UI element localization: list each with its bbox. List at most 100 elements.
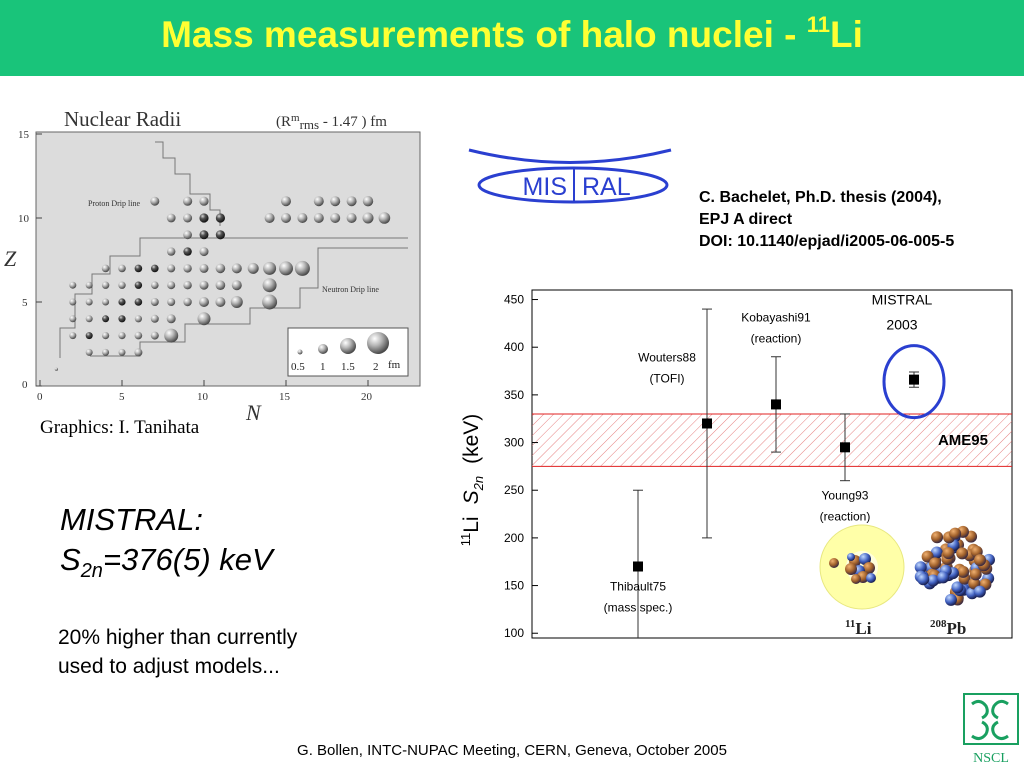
legend-value: 1.5 [341, 361, 355, 373]
y-tick: 10 [18, 213, 30, 225]
title-element: Li [830, 14, 863, 55]
nuclide-ball [69, 281, 77, 289]
footer: G. Bollen, INTC-NUPAC Meeting, CERN, Gen… [297, 742, 727, 759]
nuclide-ball [313, 196, 324, 207]
nuclide-ball [85, 298, 93, 306]
nucleon [931, 531, 944, 544]
nucleon [951, 581, 964, 594]
nucleon [929, 557, 942, 570]
nuclide-ball [69, 298, 77, 306]
nuclide-ball [150, 331, 159, 340]
legend-value: 0.5 [291, 361, 305, 373]
z-axis-label: Z [4, 246, 17, 271]
nuclide-ball [54, 367, 59, 371]
title-sup: 11 [806, 12, 830, 37]
mistral-logo: MIS RAL [468, 148, 672, 204]
nuclear-radii-figure: 15 10 5 0 0 5 10 15 20 Nuclear Radii (Rm… [4, 107, 421, 425]
legend-unit: fm [388, 359, 401, 371]
nuclide-ball [199, 213, 209, 223]
nuclide-ball [215, 280, 226, 290]
nuclide-ball [118, 348, 126, 356]
mistral-result: MISTRAL: S2n=376(5) keV [60, 500, 273, 591]
nucleon [914, 561, 927, 574]
li11-core [845, 553, 876, 584]
radii-title: Nuclear Radii [64, 107, 181, 131]
y-tick-label: 150 [504, 579, 524, 593]
y-tick-label: 350 [504, 388, 524, 402]
x-tick: 5 [119, 391, 125, 403]
nuclide-ball [215, 230, 225, 240]
result-value: S2n=376(5) keV [60, 542, 273, 583]
nuclide-ball [215, 263, 226, 274]
comment-line: used to adjust models... [58, 655, 280, 678]
x-tick: 20 [361, 391, 373, 403]
nuclide-ball [118, 315, 126, 323]
y-tick: 5 [22, 297, 28, 309]
y-tick-label: 250 [504, 483, 524, 497]
nucleon [944, 593, 957, 606]
nuclide-ball [134, 348, 143, 357]
nuclide-ball [199, 196, 209, 206]
nuclide-ball [247, 262, 259, 274]
nscl-logo: NSCL [963, 693, 1019, 766]
legend-ball [340, 338, 356, 354]
nuclide-ball [183, 230, 193, 240]
nuclide-ball [183, 196, 193, 206]
nuclide-ball [101, 281, 110, 289]
nuclide-ball [330, 196, 341, 207]
nucleon [957, 565, 970, 578]
nucleon [930, 546, 943, 559]
n-axis-label: N [245, 400, 262, 425]
nuclide-ball [215, 213, 225, 223]
result-label: MISTRAL: [60, 502, 203, 537]
nuclide-ball [346, 213, 357, 223]
reference: C. Bachelet, Ph.D. thesis (2004), EPJ A … [699, 187, 954, 253]
y-tick: 0 [22, 379, 28, 391]
nuclide-ball [362, 212, 374, 224]
nuclide-ball [199, 247, 209, 257]
nucleon [917, 573, 930, 586]
legend-ball [318, 344, 328, 354]
nuclide-ball [102, 298, 110, 306]
nuclide-ball [134, 331, 143, 340]
nuclide-ball [183, 247, 192, 256]
nuclide-ball [199, 230, 209, 240]
nuclide-ball [118, 281, 126, 289]
halo-neutron [847, 553, 855, 561]
neutron-drip-label: Neutron Drip line [322, 285, 379, 294]
nuclide-ball [346, 196, 357, 207]
nuclide-ball [167, 281, 176, 290]
data-point [840, 442, 850, 453]
nuclide-ball [167, 247, 176, 256]
logo-arc [468, 148, 672, 164]
nuclide-ball [85, 332, 93, 340]
nuclide-ball [118, 298, 126, 306]
nuclide-ball [85, 348, 93, 356]
nuclide-ball [231, 280, 242, 291]
nucleon [973, 554, 986, 567]
nuclide-ball [167, 264, 176, 273]
nuclide-ball [164, 328, 179, 343]
nucleon [937, 571, 950, 584]
nuclide-ball [378, 212, 391, 224]
nuclide-ball [281, 213, 291, 223]
point-label: Thibault75 [610, 579, 666, 593]
proton-boundary [59, 237, 408, 358]
nuclide-ball [166, 213, 176, 223]
nuclide-ball [199, 263, 209, 273]
y-tick: 15 [18, 129, 30, 141]
nuclide-ball [150, 314, 159, 323]
halo-illustration: 11Li 208Pb [819, 524, 995, 638]
reference-line: C. Bachelet, Ph.D. thesis (2004), [699, 189, 942, 206]
mistral-highlight [882, 344, 946, 420]
proton-drip-label: Proton Drip line [88, 199, 140, 208]
y-tick-label: 100 [504, 626, 524, 640]
y-tick-label: 200 [504, 531, 524, 545]
pb208-label: 208Pb [930, 618, 966, 638]
nuclide-ball [297, 213, 308, 223]
nuclide-ball [151, 281, 159, 289]
nscl-text: NSCL [973, 751, 1009, 766]
neutron-drip-line [90, 247, 408, 357]
nucleon [973, 585, 986, 598]
nuclide-ball [281, 196, 291, 207]
